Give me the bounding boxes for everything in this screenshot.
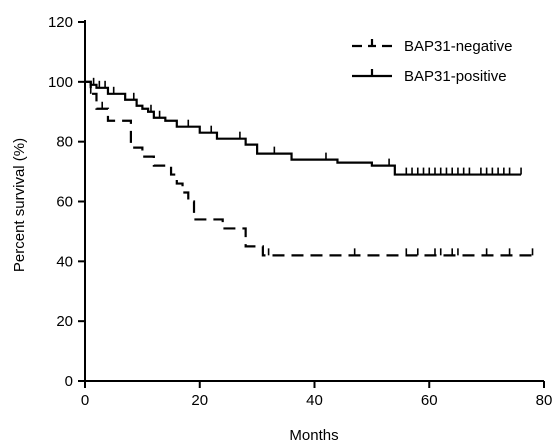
y-axis-title: Percent survival (%) [11,138,28,272]
y-tick-label: 0 [65,373,73,390]
legend: BAP31-negative BAP31-positive [352,38,512,85]
x-axis-ticks: 0 20 40 60 80 [81,381,553,409]
y-axis-ticks: 0 20 40 60 80 100 120 [48,14,85,390]
y-tick-label: 80 [56,134,73,151]
x-tick-label: 0 [81,392,89,409]
x-tick-label: 80 [536,392,553,409]
plot-area [85,77,534,257]
y-tick-label: 60 [56,194,73,211]
legend-swatch-positive [352,69,392,78]
x-tick-label: 20 [191,392,208,409]
y-tick-label: 20 [56,313,73,330]
series-line-positive [85,80,522,176]
legend-label-negative: BAP31-negative [404,38,512,55]
x-tick-label: 60 [421,392,438,409]
legend-label-positive: BAP31-positive [404,68,507,85]
x-axis-title: Months [289,427,338,444]
x-tick-label: 40 [306,392,323,409]
y-tick-label: 120 [48,14,73,31]
legend-item-positive: BAP31-positive [352,68,507,85]
y-tick-label: 100 [48,74,73,91]
legend-swatch-negative [352,39,392,48]
series-line-negative [85,80,533,257]
legend-item-negative: BAP31-negative [352,38,512,55]
y-tick-label: 40 [56,253,73,270]
